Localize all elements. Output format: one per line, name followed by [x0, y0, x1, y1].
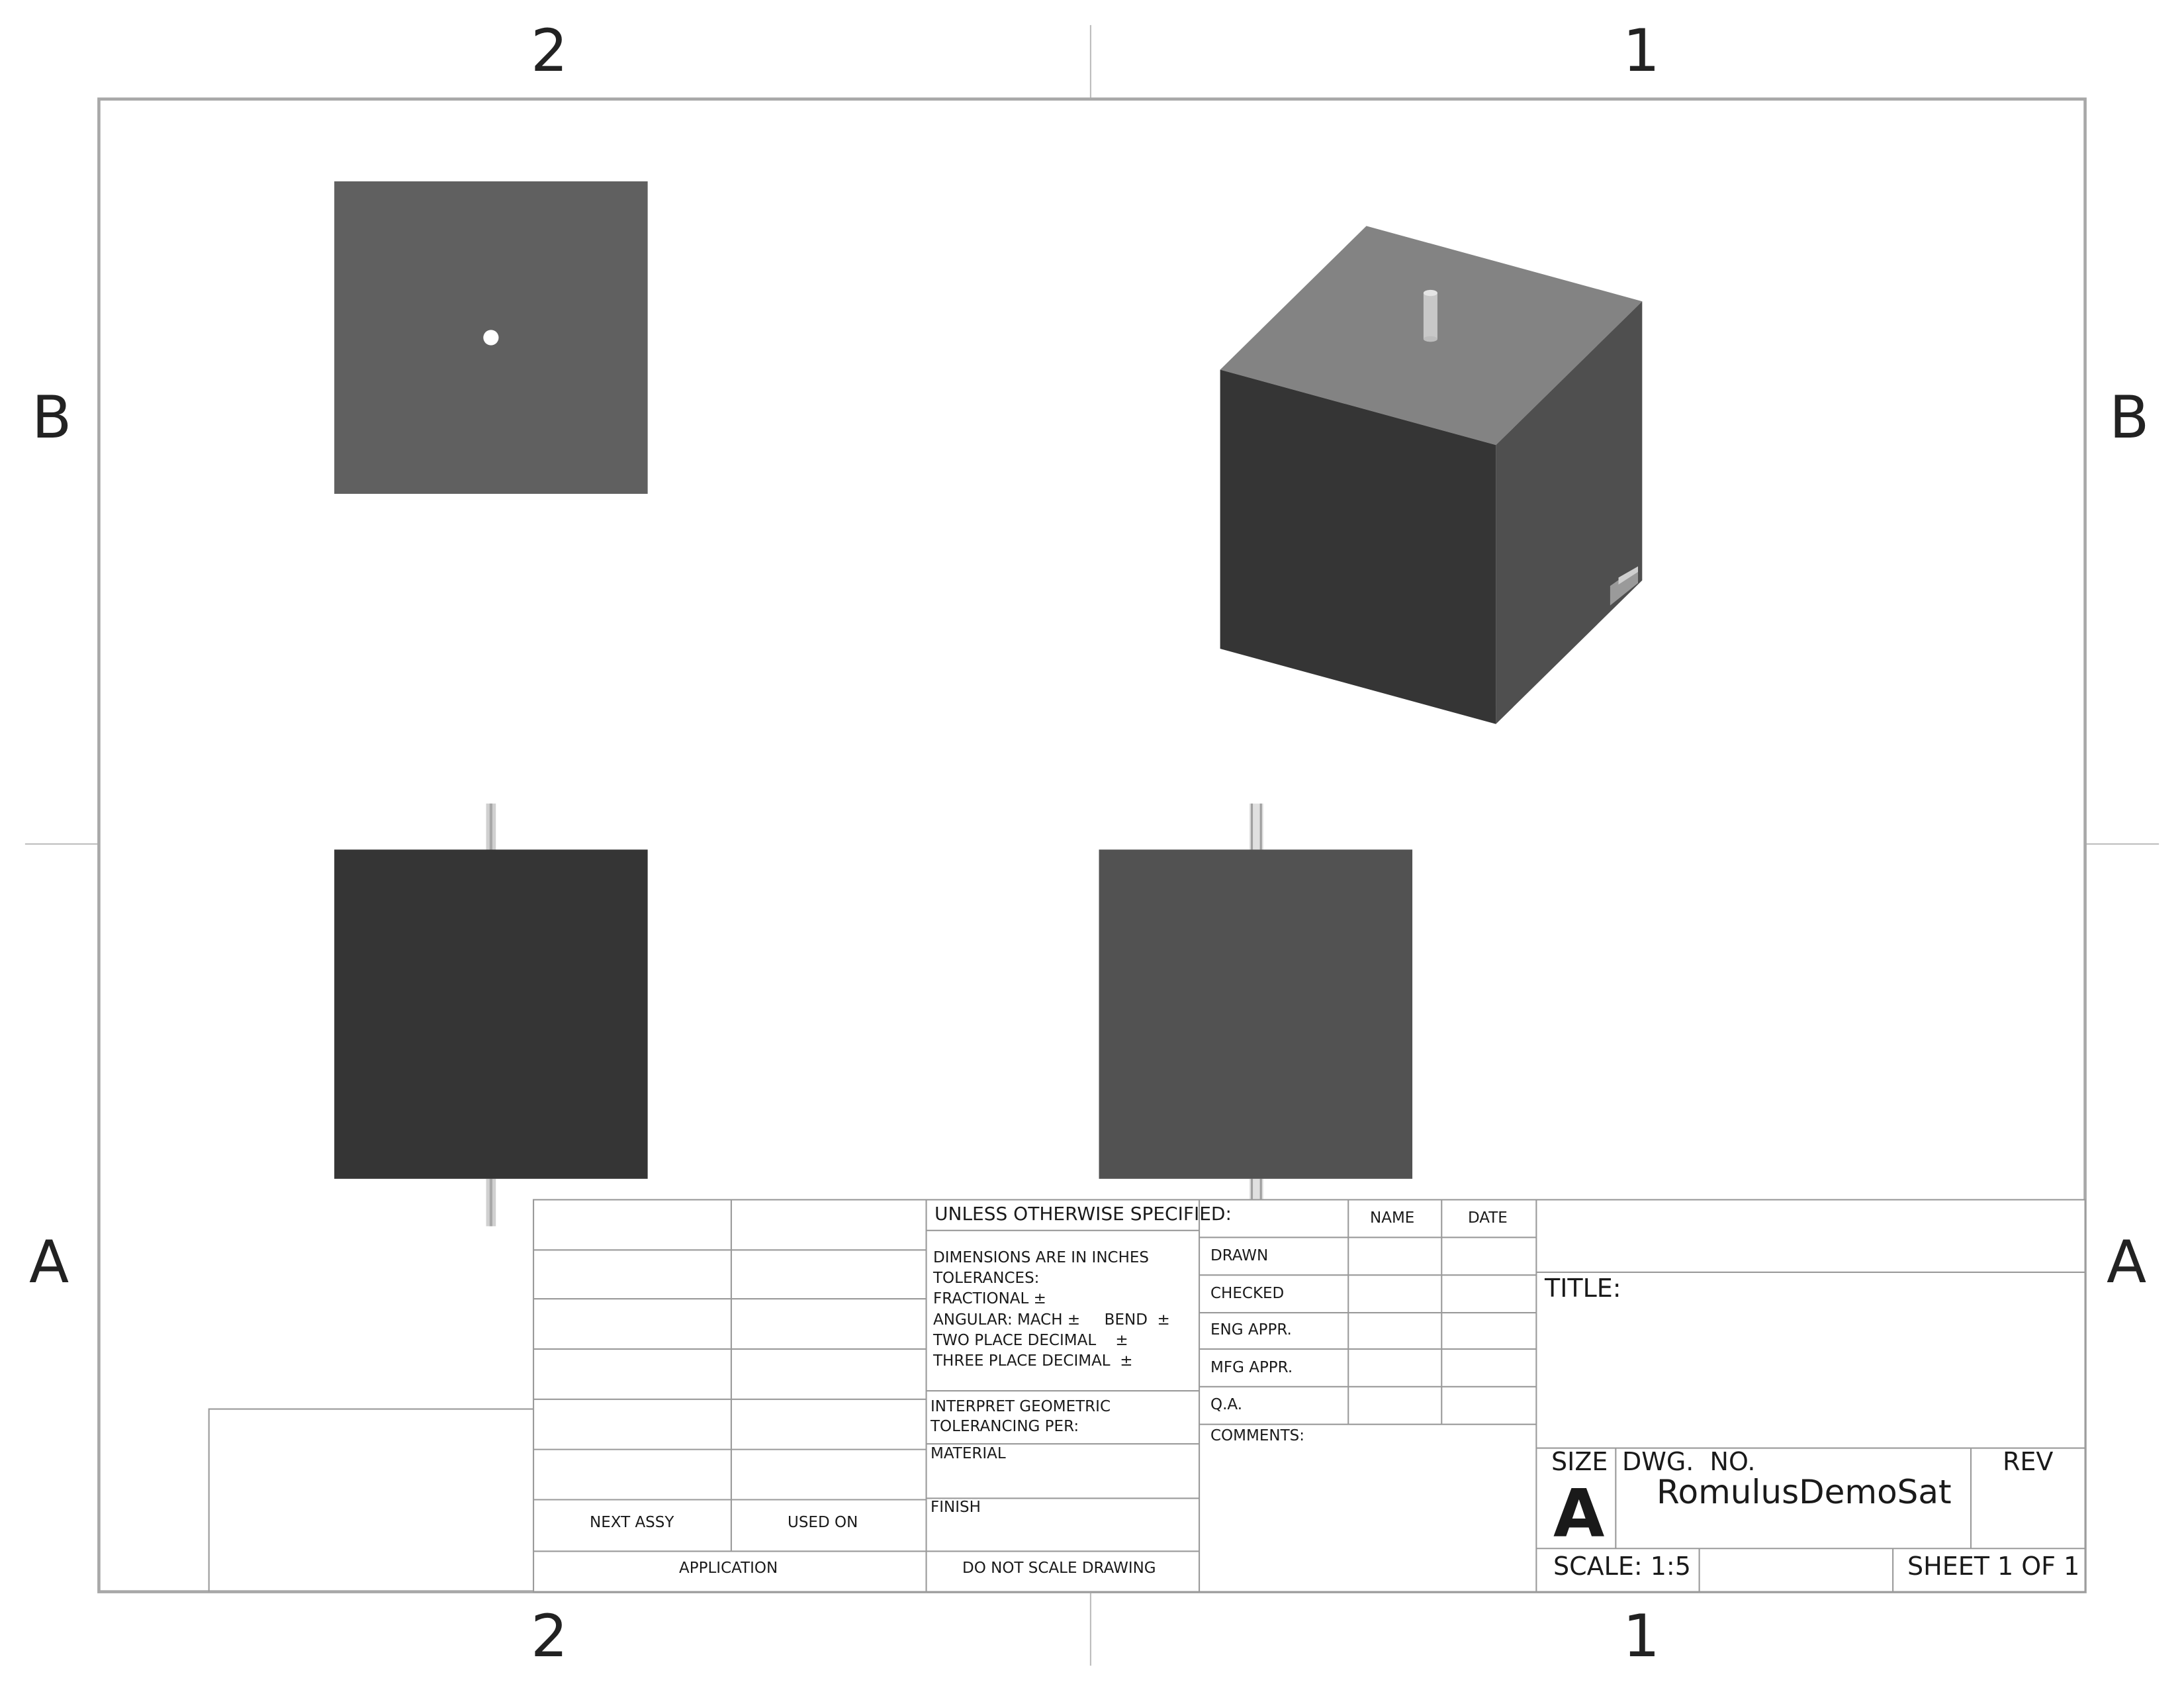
next-assy-label: NEXT ASSY	[590, 1514, 674, 1531]
approval-row-drawn: DRAWN	[1210, 1247, 1269, 1264]
antenna-hole-top-view	[483, 330, 499, 346]
zone-label-top-1: 1	[1623, 17, 1660, 85]
antenna-iso	[1423, 289, 1437, 342]
zone-label-right-A: A	[2107, 1228, 2147, 1296]
comments-label: COMMENTS:	[1210, 1427, 1304, 1444]
antenna-side-upper-line-right	[1259, 803, 1262, 850]
zone-label-right-B: B	[2109, 383, 2150, 451]
zone-label-bottom-2: 2	[531, 1602, 568, 1670]
antenna-side-upper-line-left	[1250, 803, 1253, 850]
dwg-no-label: DWG. NO.	[1622, 1447, 1756, 1476]
iso-side-face	[1496, 301, 1643, 724]
used-on-label: USED ON	[788, 1514, 858, 1531]
title-label: TITLE:	[1545, 1274, 1621, 1303]
antenna-front-lower-core	[489, 1178, 492, 1227]
size-value: A	[1553, 1475, 1605, 1552]
top-view	[334, 181, 648, 494]
antenna-iso-base	[1423, 336, 1437, 342]
tolerance-line-angular: ANGULAR: MACH ± BEND ±	[933, 1311, 1170, 1329]
unless-specified-header: UNLESS OTHERWISE SPECIFIED:	[934, 1203, 1232, 1225]
approvals-date-header: DATE	[1468, 1209, 1508, 1227]
rev-label: REV	[2003, 1447, 2054, 1476]
title-block-grid	[208, 1199, 2086, 1593]
antenna-iso-cap	[1423, 289, 1437, 297]
tolerance-line-dimensions: DIMENSIONS ARE IN INCHES	[933, 1249, 1150, 1266]
application-label: APPLICATION	[679, 1560, 778, 1577]
iso-front-face	[1220, 369, 1496, 724]
approvals-name-header: NAME	[1370, 1209, 1415, 1227]
approval-row-eng-appr: ENG APPR.	[1210, 1321, 1292, 1338]
zone-label-top-2: 2	[531, 17, 568, 85]
antenna-iso-body	[1423, 293, 1437, 340]
approval-row-mfg-appr: MFG APPR.	[1210, 1359, 1293, 1376]
sheet-label: SHEET 1 OF 1	[1907, 1552, 2080, 1581]
size-label: SIZE	[1551, 1447, 1608, 1476]
material-label: MATERIAL	[931, 1445, 1006, 1462]
approval-row-checked: CHECKED	[1210, 1285, 1285, 1302]
right-view-face	[1099, 849, 1413, 1179]
zone-label-bottom-1: 1	[1623, 1602, 1660, 1670]
zone-label-left-A: A	[29, 1228, 69, 1296]
interpret-geometric-line2: TOLERANCING PER:	[931, 1418, 1079, 1435]
iso-side-port-inner	[1618, 566, 1638, 585]
interpret-geometric-line1: INTERPRET GEOMETRIC	[931, 1398, 1111, 1415]
dwg-no-value: RomulusDemoSat	[1657, 1473, 1952, 1511]
do-not-scale-label: DO NOT SCALE DRAWING	[962, 1560, 1156, 1577]
right-view	[1099, 803, 1413, 1227]
scale-label: SCALE: 1:5	[1553, 1552, 1691, 1581]
finish-label: FINISH	[931, 1499, 981, 1516]
tolerance-line-tolerances: TOLERANCES:	[933, 1270, 1040, 1287]
antenna-front-upper-core	[489, 803, 492, 850]
isometric-view	[1220, 226, 1643, 724]
zone-label-left-B: B	[32, 383, 72, 451]
front-view-face	[334, 849, 648, 1179]
front-view	[334, 803, 648, 1227]
approval-row-qa: Q.A.	[1210, 1396, 1243, 1413]
tolerance-line-three-place: THREE PLACE DECIMAL ±	[933, 1352, 1133, 1370]
tolerance-line-two-place: TWO PLACE DECIMAL ±	[933, 1332, 1128, 1349]
tolerance-line-fractional: FRACTIONAL ±	[933, 1290, 1046, 1307]
